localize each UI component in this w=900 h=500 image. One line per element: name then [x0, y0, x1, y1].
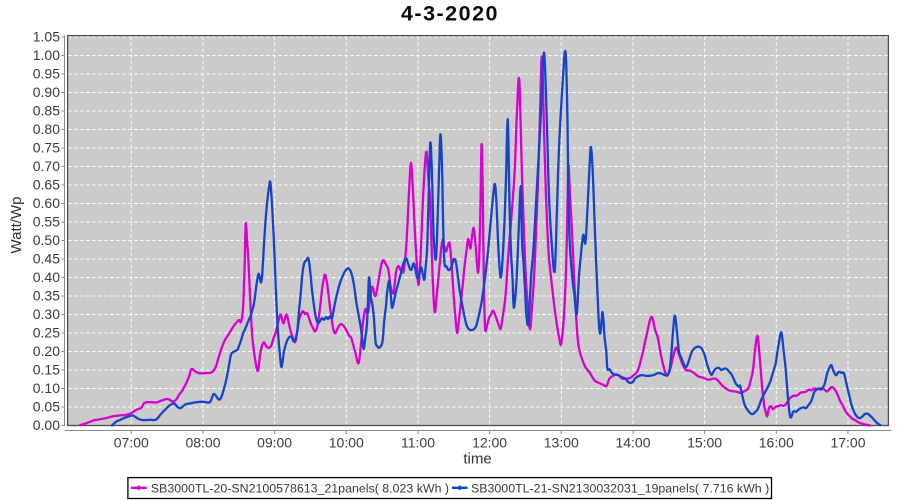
- svg-text:0.80: 0.80: [33, 121, 60, 137]
- svg-text:0.00: 0.00: [33, 417, 60, 433]
- svg-text:15:00: 15:00: [687, 435, 722, 451]
- svg-text:0.95: 0.95: [33, 66, 60, 82]
- svg-text:14:00: 14:00: [615, 435, 650, 451]
- svg-text:1.00: 1.00: [33, 47, 60, 63]
- svg-text:0.55: 0.55: [33, 214, 60, 230]
- svg-text:0.70: 0.70: [33, 158, 60, 174]
- svg-text:SB3000TL-21-SN2130032031_19pan: SB3000TL-21-SN2130032031_19panels( 7.716…: [471, 482, 769, 496]
- svg-text:1.05: 1.05: [33, 29, 60, 45]
- svg-text:10:00: 10:00: [329, 435, 364, 451]
- svg-text:0.45: 0.45: [33, 251, 60, 267]
- svg-text:0.75: 0.75: [33, 140, 60, 156]
- svg-text:Watt/Wp: Watt/Wp: [8, 197, 25, 254]
- svg-text:09:00: 09:00: [257, 435, 292, 451]
- svg-text:0.50: 0.50: [33, 232, 60, 248]
- svg-text:0.25: 0.25: [33, 325, 60, 341]
- svg-text:0.90: 0.90: [33, 84, 60, 100]
- svg-text:0.85: 0.85: [33, 103, 60, 119]
- svg-text:17:00: 17:00: [830, 435, 865, 451]
- svg-text:16:00: 16:00: [759, 435, 794, 451]
- svg-text:08:00: 08:00: [185, 435, 220, 451]
- svg-text:SB3000TL-20-SN2100578613_21pan: SB3000TL-20-SN2100578613_21panels( 8.023…: [151, 482, 449, 496]
- svg-text:0.20: 0.20: [33, 343, 60, 359]
- svg-text:0.15: 0.15: [33, 362, 60, 378]
- svg-text:07:00: 07:00: [114, 435, 149, 451]
- svg-text:11:00: 11:00: [401, 435, 435, 451]
- svg-text:4-3-2020: 4-3-2020: [401, 2, 499, 26]
- svg-text:0.05: 0.05: [33, 399, 60, 415]
- svg-text:13:00: 13:00: [544, 435, 579, 451]
- svg-text:time: time: [463, 451, 491, 468]
- svg-text:0.35: 0.35: [33, 288, 60, 304]
- svg-text:0.30: 0.30: [33, 306, 60, 322]
- svg-text:0.65: 0.65: [33, 177, 60, 193]
- svg-text:12:00: 12:00: [472, 435, 507, 451]
- svg-text:0.40: 0.40: [33, 269, 60, 285]
- svg-text:0.60: 0.60: [33, 195, 60, 211]
- svg-text:0.10: 0.10: [33, 380, 60, 396]
